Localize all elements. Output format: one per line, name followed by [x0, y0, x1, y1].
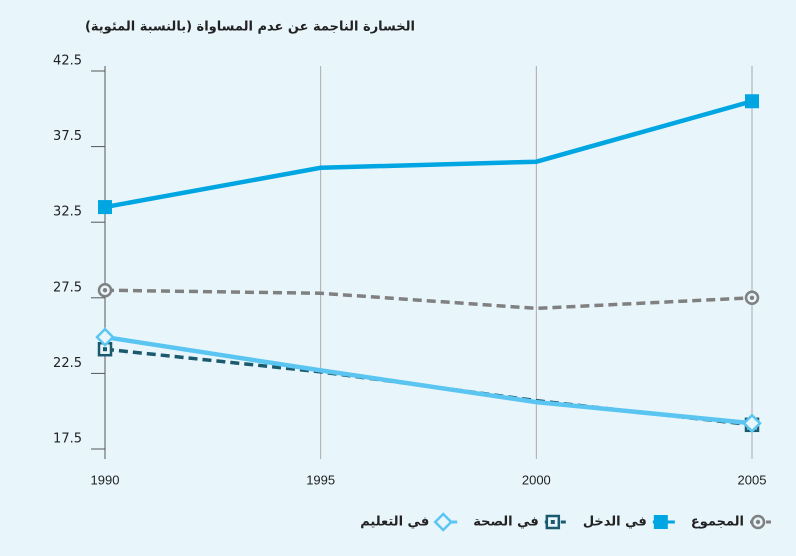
- marker-inner: [103, 347, 107, 352]
- y-tick-label: 37.5: [53, 129, 82, 144]
- marker-diamond: [742, 413, 762, 434]
- marker-dot: [749, 295, 755, 300]
- point: [744, 290, 760, 306]
- point: [97, 282, 113, 298]
- marker-inner: [550, 520, 555, 524]
- marker-diamond: [95, 327, 115, 347]
- y-tick-label: 27.5: [53, 280, 82, 295]
- legend-marker: [433, 512, 453, 532]
- x-tick-label: 2005: [738, 472, 767, 487]
- legend-marker: [750, 514, 766, 530]
- marker-square: [98, 200, 112, 215]
- legend-label: في التعليم: [360, 515, 429, 530]
- x-tick-label: 2000: [522, 472, 551, 487]
- x-tick-label: 1990: [91, 472, 120, 487]
- marker-dot: [102, 288, 108, 293]
- marker-dot: [755, 519, 761, 525]
- legend-marker: [545, 514, 561, 530]
- point: [745, 94, 759, 109]
- legend-label: المجموع: [691, 515, 744, 530]
- marker-square: [745, 94, 759, 109]
- chart-title: الخسارة الناجمة عن عدم المساواة (بالنسبة…: [85, 20, 415, 35]
- legend-marker: [653, 515, 668, 529]
- marker-square: [653, 515, 668, 529]
- series-line: [104, 99, 753, 210]
- marker-diamond: [433, 512, 453, 532]
- y-tick-label: 42.5: [53, 54, 82, 69]
- legend-label: في الصحة: [473, 515, 539, 530]
- y-tick-label: 22.5: [53, 356, 82, 371]
- y-tick-label: 32.5: [53, 205, 82, 220]
- point: [98, 200, 112, 215]
- point: [742, 413, 762, 434]
- y-tick-label: 17.5: [53, 432, 82, 447]
- x-tick-label: 1995: [306, 472, 335, 487]
- series-line: [104, 334, 753, 426]
- series-line: [104, 288, 753, 311]
- point: [95, 327, 115, 347]
- legend-label: في الدخل: [583, 515, 647, 530]
